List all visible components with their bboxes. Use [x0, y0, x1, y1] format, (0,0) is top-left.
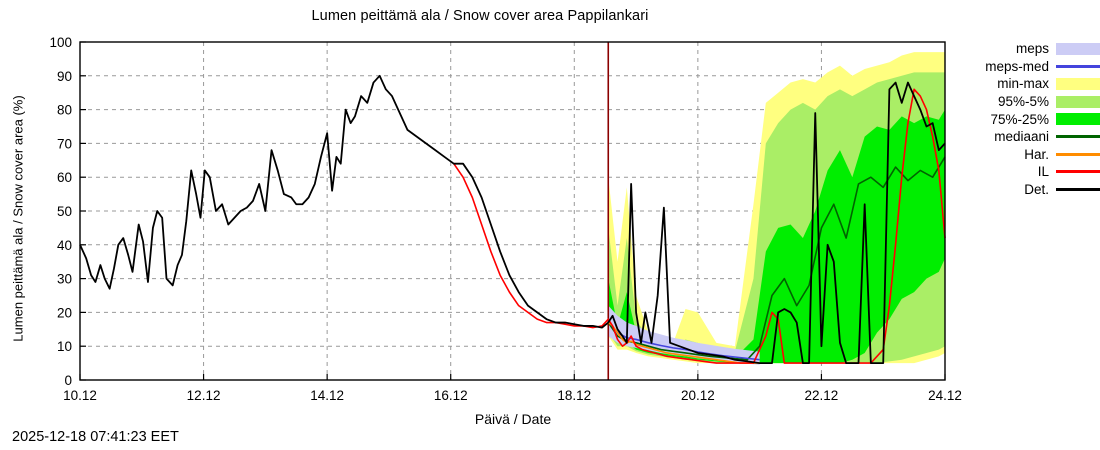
legend-swatch-line: [1056, 152, 1100, 156]
timestamp-label: 2025-12-18 07:41:23 EET: [12, 429, 179, 445]
legend-item: Det.: [968, 181, 1100, 199]
chart-legend: meps meps-med min-max 95%-5% 75%-25% mediaani…: [968, 40, 1100, 198]
legend-item: min-max: [968, 75, 1100, 93]
chart-title: Lumen peittämä ala / Snow cover area Pap…: [311, 8, 649, 24]
svg-text:20.12: 20.12: [681, 388, 715, 403]
legend-item-label: mediaani: [994, 129, 1049, 145]
legend-color-chip: [1056, 152, 1100, 156]
svg-text:14.12: 14.12: [310, 388, 344, 403]
legend-swatch-line: [1056, 188, 1100, 192]
svg-text:24.12: 24.12: [928, 388, 962, 403]
svg-text:70: 70: [57, 136, 72, 151]
svg-text:10.12: 10.12: [63, 388, 97, 403]
legend-item-label: IL: [1037, 164, 1049, 180]
svg-text:12.12: 12.12: [187, 388, 221, 403]
svg-text:20: 20: [57, 305, 72, 320]
legend-item-label: min-max: [997, 76, 1049, 92]
legend-item: 75%-25%: [968, 110, 1100, 128]
legend-swatch-band: [1056, 95, 1100, 108]
legend-item: meps-med: [968, 58, 1100, 76]
svg-text:10: 10: [57, 339, 72, 354]
svg-text:22.12: 22.12: [805, 388, 839, 403]
legend-item: IL: [968, 163, 1100, 181]
legend-item-label: 95%-5%: [997, 94, 1049, 110]
svg-text:18.12: 18.12: [557, 388, 591, 403]
svg-text:16.12: 16.12: [434, 388, 468, 403]
legend-swatch-line: [1056, 64, 1100, 68]
legend-color-chip: [1056, 113, 1100, 126]
legend-swatch-band: [1056, 113, 1100, 126]
legend-swatch-line: [1056, 170, 1100, 174]
svg-text:80: 80: [57, 103, 72, 118]
legend-item-label: 75%-25%: [990, 111, 1049, 127]
legend-item-label: Det.: [1024, 182, 1049, 198]
svg-text:90: 90: [57, 69, 72, 84]
x-axis-label: Päivä / Date: [474, 411, 552, 427]
legend-item: 95%-5%: [968, 93, 1100, 111]
legend-item-label: meps: [1015, 41, 1049, 57]
legend-item: Har.: [968, 146, 1100, 164]
legend-item: meps: [968, 40, 1100, 58]
legend-color-chip: [1056, 95, 1100, 108]
svg-text:100: 100: [49, 35, 72, 50]
data-series: [79, 74, 946, 364]
legend-color-chip: [1056, 64, 1100, 68]
svg-text:30: 30: [57, 272, 72, 287]
legend-item-label: Har.: [1024, 146, 1049, 162]
y-axis-ticks: 0 10 20 30 40 50 60 70 80 90 100: [49, 35, 86, 388]
legend-swatch-line: [1056, 135, 1100, 139]
legend-color-chip: [1056, 77, 1100, 90]
legend-color-chip: [1056, 135, 1100, 139]
legend-color-chip: [1056, 188, 1100, 192]
legend-swatch-band: [1056, 77, 1100, 90]
legend-item-label: meps-med: [985, 58, 1049, 74]
y-axis-label: Lumen peittämä ala / Snow cover area (%): [10, 95, 26, 342]
legend-color-chip: [1056, 170, 1100, 174]
svg-text:0: 0: [64, 373, 72, 388]
x-axis-ticks: 10.12 12.12 14.12 16.12 18.12 20.12 22.12 24.12: [63, 374, 962, 403]
svg-text:50: 50: [57, 204, 72, 219]
legend-color-chip: [1056, 42, 1100, 55]
svg-text:60: 60: [57, 170, 72, 185]
svg-text:40: 40: [57, 238, 72, 253]
legend-item: mediaani: [968, 128, 1100, 146]
legend-swatch-band: [1056, 42, 1100, 55]
